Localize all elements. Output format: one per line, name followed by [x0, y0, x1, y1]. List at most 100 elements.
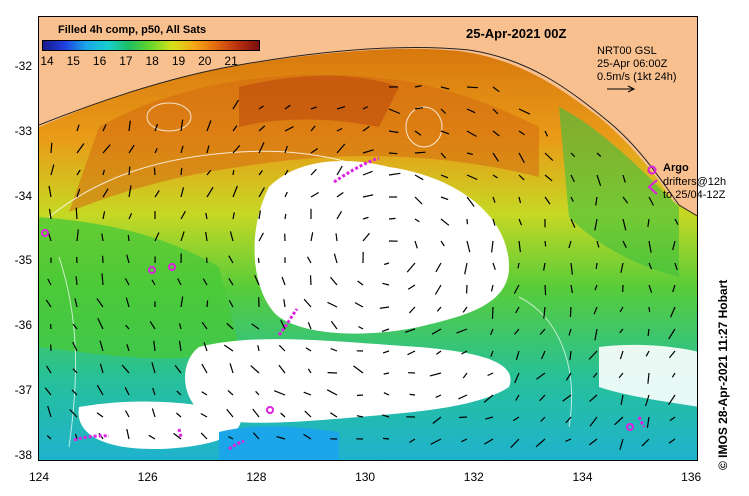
- arrow-icon: [382, 350, 390, 354]
- arrow-icon: [388, 172, 401, 176]
- arrow-icon: [330, 320, 338, 330]
- arrow-icon: [466, 86, 479, 89]
- arrow-icon: [276, 436, 286, 440]
- arrow-icon: [206, 186, 214, 198]
- drifter-icon: [73, 434, 110, 442]
- arrow-icon: [589, 394, 598, 402]
- arrow-icon: [492, 218, 496, 226]
- arrow-icon: [257, 345, 260, 352]
- arrow-icon: [514, 372, 520, 384]
- arrow-icon: [595, 262, 598, 269]
- arrow-icon: [440, 240, 445, 247]
- arrow-icon: [180, 167, 183, 176]
- colorbar-title: Filled 4h comp, p50, All Sats: [58, 24, 207, 36]
- arrow-icon: [258, 142, 265, 154]
- x-tick-label: 132: [463, 470, 484, 484]
- arrow-icon: [102, 124, 107, 132]
- arrow-icon: [672, 240, 676, 251]
- arrow-icon: [232, 212, 235, 220]
- arrow-icon: [596, 240, 600, 248]
- arrow-icon: [622, 174, 626, 183]
- arrow-icon: [330, 348, 338, 352]
- argo-float-icon: [266, 406, 274, 414]
- date-label: 25-Apr-2021 00Z: [466, 26, 567, 41]
- arrow-icon: [278, 364, 286, 374]
- arrow-icon: [177, 278, 182, 286]
- arrow-icon: [126, 344, 130, 352]
- arrow-icon: [434, 284, 442, 295]
- arrow-icon: [381, 328, 390, 332]
- arrow-icon: [229, 231, 234, 242]
- arrow-icon: [466, 196, 475, 207]
- y-tick-label: -32: [14, 59, 32, 73]
- arrow-icon: [492, 108, 499, 115]
- arrow-icon: [492, 152, 499, 162]
- arrow-icon: [178, 323, 182, 330]
- arrow-icon: [310, 232, 314, 242]
- arrow-icon: [596, 174, 602, 186]
- arrow-icon: [466, 240, 471, 253]
- drifter-tracks: [73, 156, 646, 451]
- drifter-icon: [333, 156, 380, 184]
- arrow-icon: [284, 104, 291, 110]
- arrow-icon: [607, 85, 636, 93]
- arrow-icon: [327, 301, 338, 308]
- argo-float-icon: [148, 266, 156, 274]
- arrow-icon: [284, 169, 289, 176]
- arrow-icon: [149, 321, 156, 330]
- arrow-icon: [429, 372, 442, 377]
- arrow-icon: [306, 256, 312, 264]
- arrow-icon: [588, 350, 598, 360]
- arrow-icon: [310, 191, 320, 198]
- arrow-icon: [491, 306, 494, 319]
- arrow-icon: [414, 85, 422, 88]
- arrow-icon: [258, 187, 265, 198]
- arrow-icon: [619, 350, 624, 360]
- arrow-icon: [356, 394, 364, 397]
- arrow-icon: [356, 415, 364, 418]
- arrow-icon: [45, 365, 52, 374]
- y-tick-label: -35: [14, 253, 32, 268]
- arrow-icon: [202, 278, 208, 286]
- arrow-icon: [620, 394, 624, 406]
- argo-float-icon: [168, 263, 176, 271]
- y-tick-label: -38: [14, 447, 32, 462]
- arrow-icon: [180, 187, 185, 198]
- arrow-icon: [278, 344, 286, 352]
- arrow-icon: [353, 365, 364, 374]
- arrow-icon: [362, 106, 369, 110]
- arrow-icon: [72, 323, 78, 330]
- arrow-icon: [76, 143, 85, 154]
- arrow-icon: [124, 410, 130, 418]
- arrow-icon: [75, 433, 78, 440]
- arrow-icon: [258, 210, 261, 220]
- arrow-icon: [668, 328, 676, 340]
- arrow-icon: [414, 218, 420, 223]
- arrow-icon: [362, 170, 373, 176]
- arrow-icon: [388, 152, 398, 155]
- arrow-icon: [48, 208, 52, 220]
- x-tick-label: 124: [28, 470, 50, 484]
- arrow-icon: [47, 405, 52, 418]
- arrow-icon: [75, 276, 78, 286]
- arrow-icon: [466, 108, 476, 114]
- arrow-icon: [102, 188, 109, 198]
- arrow-icon: [622, 240, 627, 248]
- arrow-icon: [96, 384, 104, 396]
- colorbar-label: 17: [119, 54, 133, 68]
- arrow-icon: [99, 340, 104, 352]
- arrow-icon: [622, 218, 627, 231]
- argo-floats: [41, 229, 634, 431]
- arrow-icon: [594, 284, 598, 291]
- arrow-icon: [258, 125, 266, 132]
- arrow-icon: [409, 393, 416, 396]
- arrow-icon: [284, 213, 287, 220]
- arrow-icon: [228, 435, 234, 440]
- arrow-icon: [414, 240, 418, 249]
- argo-drifters-line2: to 25/04-12Z: [663, 189, 726, 201]
- arrow-icon: [510, 438, 520, 449]
- arrow-icon: [641, 438, 650, 447]
- arrow-icon: [458, 394, 468, 400]
- x-tick-label: 136: [681, 470, 702, 484]
- arrow-icon: [483, 394, 494, 403]
